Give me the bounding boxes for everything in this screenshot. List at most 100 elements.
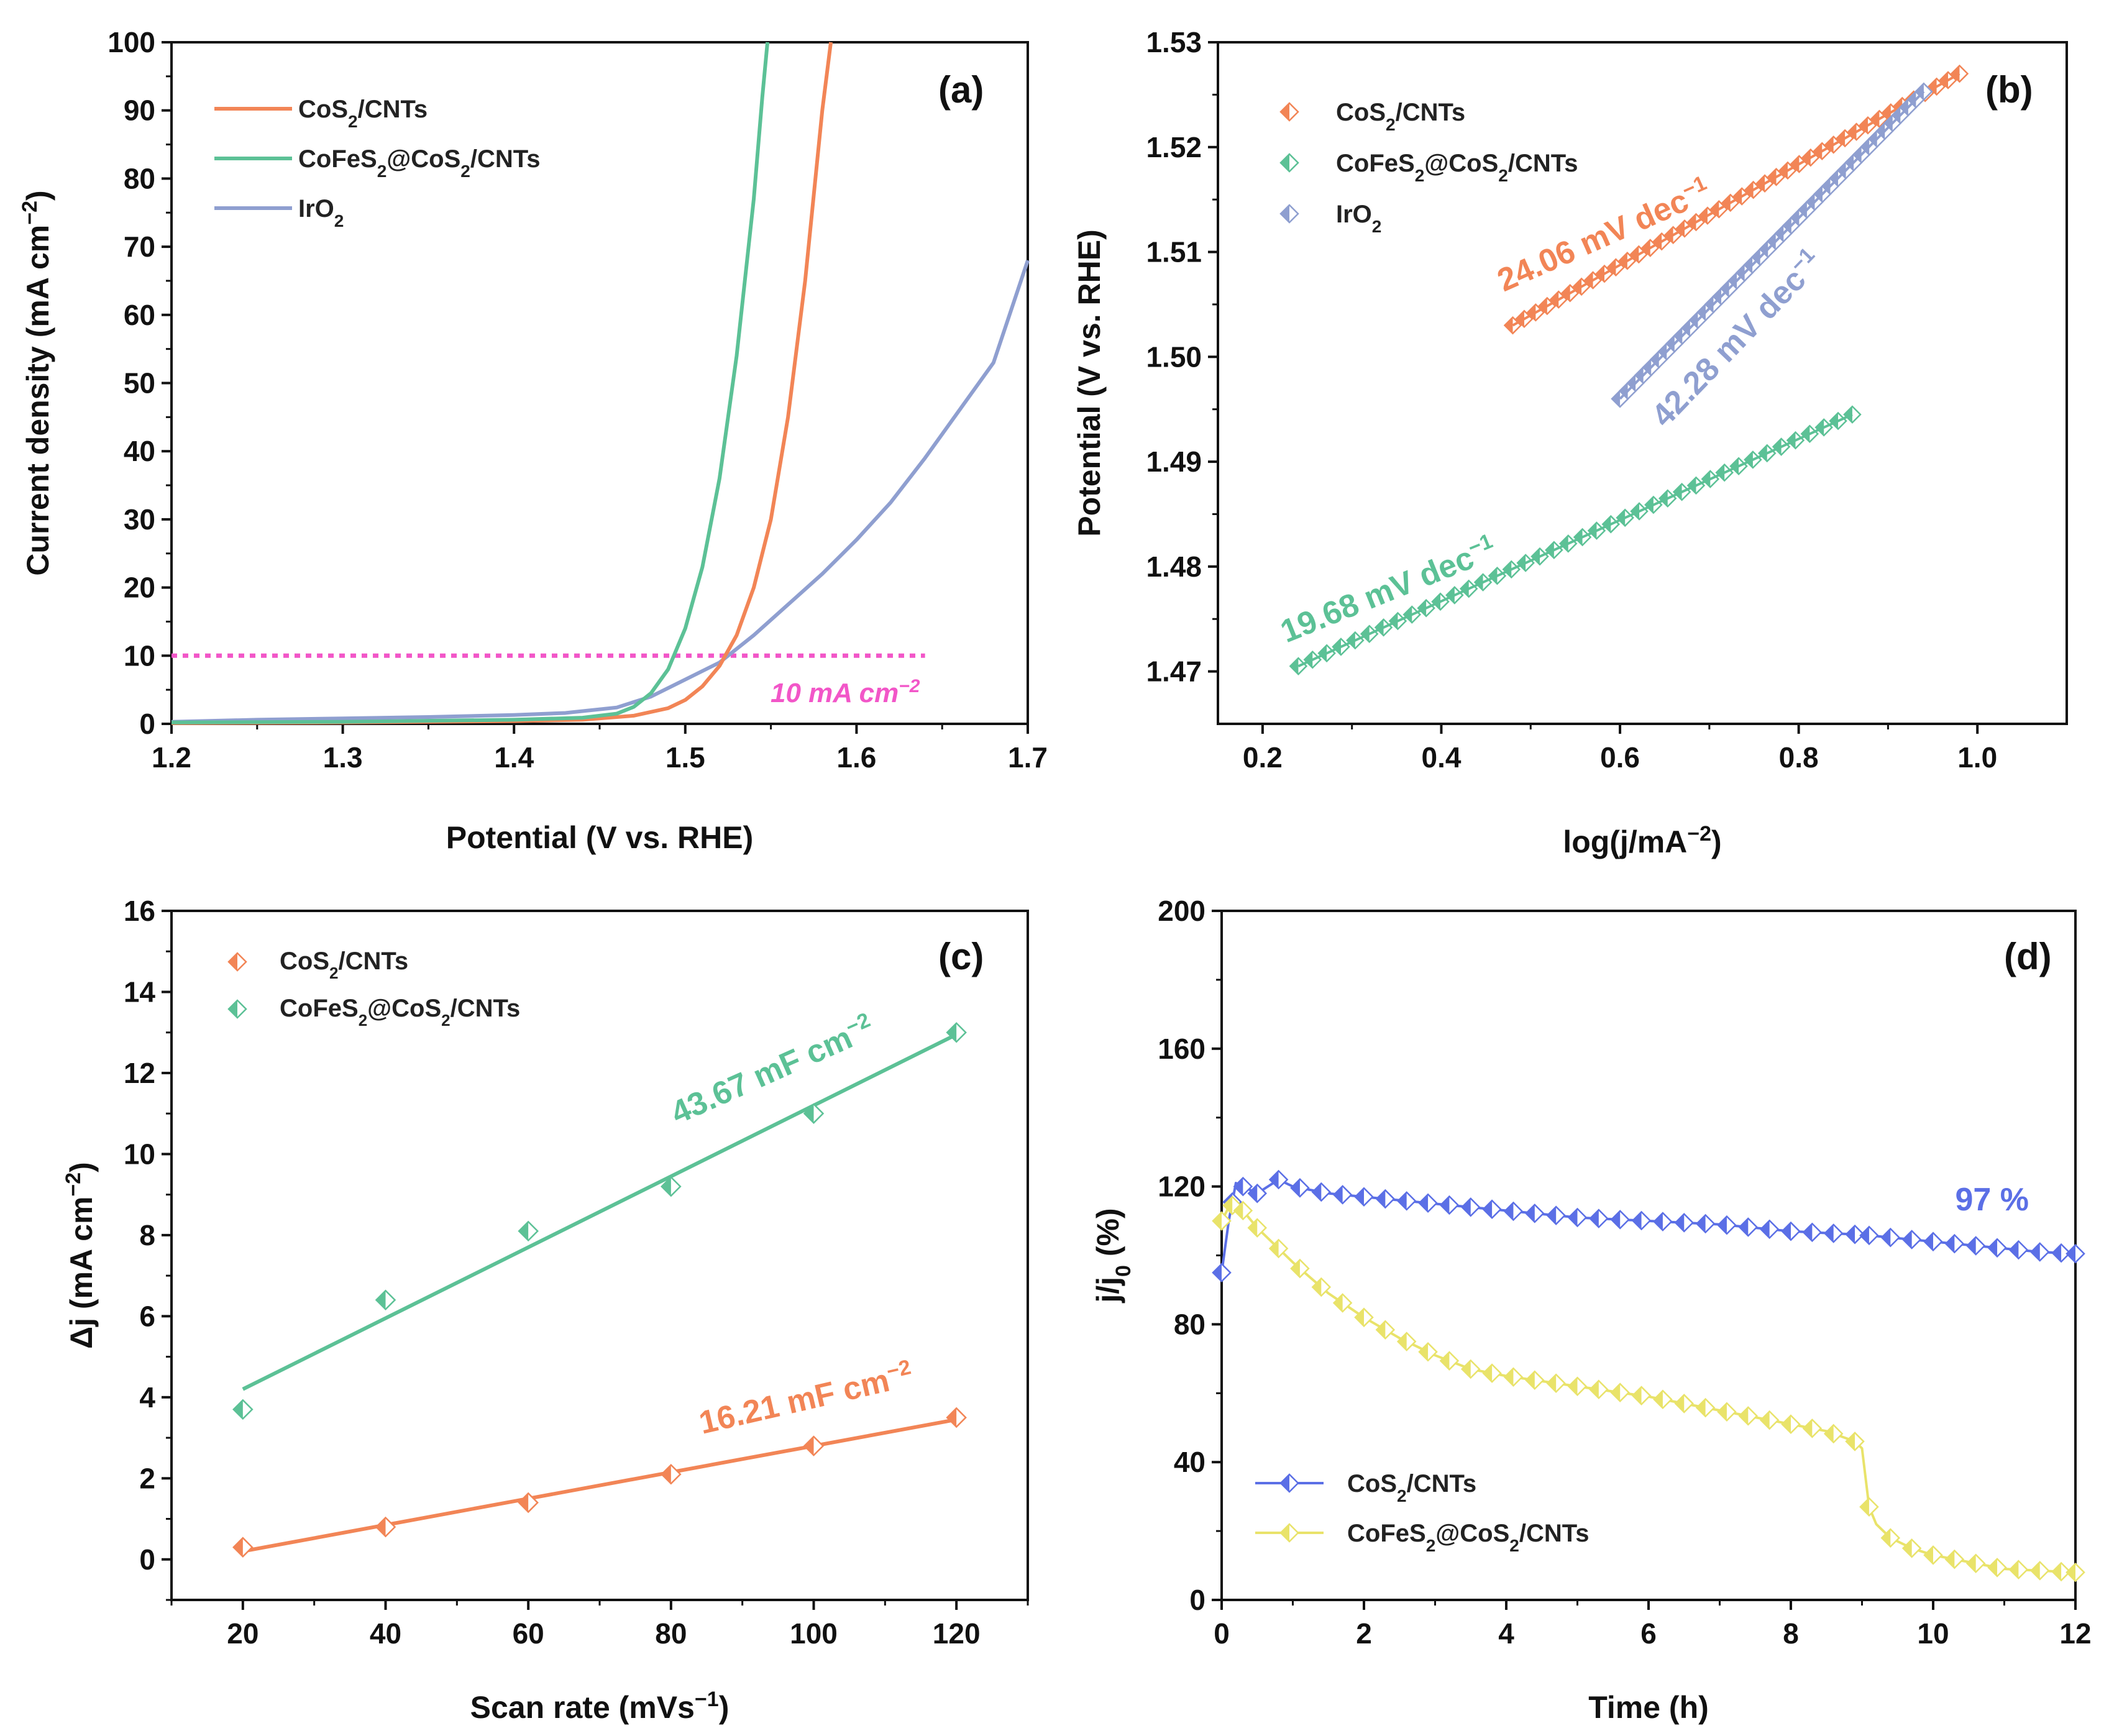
data-point xyxy=(375,1516,396,1538)
x-tick-label: 6 xyxy=(1640,1617,1657,1650)
data-point xyxy=(1589,1379,1609,1399)
data-point xyxy=(1396,1191,1417,1211)
data-point xyxy=(1546,1373,1566,1393)
y-tick-label: 60 xyxy=(124,299,155,331)
y-tick-label: 1.53 xyxy=(1146,26,1202,58)
data-point xyxy=(1738,1406,1759,1426)
data-point xyxy=(2066,1243,2085,1264)
legend-label: CoFeS2@CoS2/CNTs xyxy=(298,145,540,181)
x-tick-label: 2 xyxy=(1356,1617,1372,1650)
data-point xyxy=(1567,1376,1588,1396)
data-point xyxy=(1233,1200,1253,1221)
data-point xyxy=(1354,1307,1374,1328)
data-point xyxy=(1738,1217,1759,1237)
data-point xyxy=(518,1220,539,1242)
reference-label: 10 mA cm−2 xyxy=(771,676,920,709)
x-tick-label: 1.2 xyxy=(152,741,191,774)
data-point xyxy=(1859,1225,1879,1246)
legend-marker xyxy=(227,999,247,1019)
panel-a-lsv-chart: 1.2 1.3 1.4 1.5 1.6 1.7 0 10 20 30 40 50 60 70 80 90 100… xyxy=(18,26,1048,855)
data-point xyxy=(1653,1389,1673,1410)
legend-label: CoS2/CNTs xyxy=(298,96,428,131)
legend-label: CoS2/CNTs xyxy=(1347,1470,1476,1505)
x-tick-label: 0 xyxy=(1214,1617,1230,1650)
y-tick-label: 2 xyxy=(139,1462,155,1494)
data-point xyxy=(1247,1218,1268,1238)
y-tick-label: 10 xyxy=(124,639,155,672)
data-point xyxy=(232,1399,254,1420)
series-markers xyxy=(232,1407,967,1558)
capacitance-label: 43.67 mF cm−2 xyxy=(665,1008,879,1131)
data-point xyxy=(1610,1382,1630,1402)
data-point xyxy=(1674,1394,1695,1414)
y-tick-label: 1.51 xyxy=(1146,236,1202,268)
data-point xyxy=(1418,1341,1438,1362)
data-point xyxy=(1525,1370,1545,1390)
legend-marker xyxy=(227,952,247,972)
x-tick-label: 12 xyxy=(2059,1617,2091,1650)
x-tick-label: 4 xyxy=(1498,1617,1514,1650)
data-point xyxy=(1268,1238,1289,1259)
series-line xyxy=(1220,1202,2076,1574)
x-tick-label: 40 xyxy=(370,1617,401,1650)
x-tick-label: 1.7 xyxy=(1008,741,1048,774)
x-tick-label: 0.2 xyxy=(1243,741,1283,774)
y-tick-label: 0 xyxy=(139,708,155,740)
data-point xyxy=(1802,1222,1823,1243)
data-point xyxy=(1482,1363,1502,1383)
data-point xyxy=(1460,1197,1481,1217)
y-tick-label: 8 xyxy=(139,1219,155,1251)
data-point xyxy=(1901,1538,1922,1558)
legend-label: CoS2/CNTs xyxy=(1336,99,1465,134)
legend-marker xyxy=(1279,1473,1299,1493)
x-axis-label: log(j/mA−2) xyxy=(1563,822,1721,859)
y-tick-label: 14 xyxy=(124,975,156,1008)
data-point xyxy=(1944,1549,1965,1569)
data-point xyxy=(2066,1562,2085,1583)
data-point xyxy=(1631,1386,1652,1405)
data-point xyxy=(1375,1189,1396,1209)
data-point xyxy=(946,1021,967,1043)
data-point xyxy=(1354,1187,1374,1207)
legend-marker xyxy=(1279,153,1299,173)
y-tick-label: 1.48 xyxy=(1146,550,1202,583)
panel-label: (d) xyxy=(2004,936,2052,977)
y-tick-label: 0 xyxy=(1189,1584,1205,1616)
data-point xyxy=(1503,1367,1524,1387)
data-point xyxy=(1375,1320,1396,1340)
data-point xyxy=(2008,1240,2029,1260)
y-tick-label: 100 xyxy=(108,26,155,58)
y-tick-label: 120 xyxy=(1158,1171,1205,1203)
data-point xyxy=(1503,1201,1524,1222)
y-axis-label: Δj (mA cm−2) xyxy=(62,1162,99,1349)
data-point xyxy=(803,1435,825,1456)
data-point xyxy=(1418,1193,1438,1213)
legend-marker xyxy=(1279,1523,1299,1543)
x-tick-label: 0.4 xyxy=(1421,741,1461,774)
data-point xyxy=(1589,1208,1609,1228)
data-point xyxy=(518,1492,539,1514)
y-tick-label: 30 xyxy=(124,503,155,536)
y-axis-label: j/j0 (%) xyxy=(1091,1208,1135,1303)
data-point xyxy=(1212,1263,1232,1282)
data-point xyxy=(1653,1212,1673,1231)
legend-label: IrO2 xyxy=(1336,201,1381,236)
y-tick-label: 1.49 xyxy=(1146,445,1202,478)
data-point xyxy=(1631,1210,1652,1231)
data-point xyxy=(1268,1169,1289,1190)
y-tick-label: 10 xyxy=(124,1138,155,1170)
y-tick-label: 80 xyxy=(1174,1308,1205,1340)
data-point xyxy=(2051,1243,2071,1263)
data-point xyxy=(1987,1238,2007,1258)
data-point xyxy=(1439,1351,1460,1371)
y-tick-label: 80 xyxy=(124,162,155,194)
x-tick-label: 1.0 xyxy=(1957,741,1997,774)
retention-annotation: 97 % xyxy=(1955,1182,2029,1218)
y-tick-label: 0 xyxy=(139,1543,155,1576)
data-point xyxy=(661,1176,682,1197)
data-point xyxy=(1674,1213,1695,1233)
data-point xyxy=(1525,1204,1545,1223)
data-point xyxy=(1880,1528,1901,1548)
data-point xyxy=(1759,1410,1780,1430)
